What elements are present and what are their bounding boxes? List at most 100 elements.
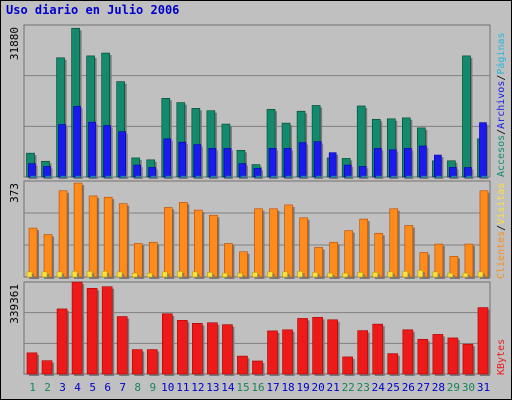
bar-paginas-30-shadow (468, 178, 474, 179)
bar-kbytes-21 (327, 319, 338, 375)
legend-accesos-archivos-paginas-part-2: Archivos (496, 81, 507, 129)
bar-paginas-4 (75, 175, 81, 178)
bar-kbytes-22 (342, 356, 353, 375)
bar-clientes-17 (269, 208, 278, 278)
bar-visitas-9 (146, 272, 153, 278)
bar-clientes-11 (179, 202, 188, 278)
bar-kbytes-28 (432, 334, 444, 375)
bar-archivos-17 (268, 148, 277, 178)
bar-archivos-2 (43, 166, 51, 178)
bar-paginas-24-shadow (378, 178, 384, 179)
bar-paginas-31 (481, 175, 487, 178)
bar-paginas-23-shadow (363, 178, 369, 179)
bar-clientes-19 (299, 217, 308, 278)
bar-archivos-5 (88, 121, 96, 178)
bar-kbytes-6 (101, 286, 113, 375)
bar-visitas-27 (417, 270, 424, 278)
bar-visitas-22 (342, 272, 348, 278)
day-label-30: 30 (462, 381, 475, 394)
bar-paginas-14-shadow (227, 178, 233, 179)
day-label-6: 6 (104, 381, 111, 394)
bar-clientes-6 (103, 196, 113, 278)
legend-clientes-visitas-part-1: / (496, 225, 507, 231)
bar-visitas-21 (327, 272, 333, 278)
bar-paginas-14 (225, 175, 232, 178)
bar-paginas-26-shadow (408, 178, 414, 179)
bar-archivos-20 (313, 141, 322, 178)
bar-archivos-26 (404, 148, 412, 178)
day-label-10: 10 (161, 381, 174, 394)
bar-paginas-5-shadow (92, 178, 98, 179)
bar-kbytes-23 (357, 330, 369, 375)
bar-paginas-23 (360, 175, 367, 178)
legend-accesos-archivos-paginas: Accesos/Archivos/Páginas (495, 32, 507, 177)
bar-visitas-25 (387, 271, 394, 278)
bar-kbytes-16 (252, 360, 263, 375)
bar-visitas-20 (312, 272, 318, 278)
bar-clientes-13 (209, 214, 218, 278)
bar-archivos-7 (118, 131, 126, 178)
bar-paginas-18-shadow (288, 178, 294, 179)
bar-clientes-4 (73, 182, 83, 278)
bar-paginas-9-shadow (152, 178, 158, 179)
bar-clientes-7 (118, 203, 128, 278)
bar-archivos-15 (238, 163, 247, 178)
bar-kbytes-30 (462, 343, 474, 375)
bar-archivos-4 (73, 106, 81, 178)
ymax-label-accesos-archivos-paginas: 31880 (8, 27, 21, 60)
bar-paginas-20-shadow (318, 178, 324, 179)
bar-paginas-19-shadow (303, 178, 309, 179)
bar-clientes-2 (43, 234, 53, 278)
bar-visitas-17 (267, 271, 273, 278)
bar-clientes-26 (404, 225, 414, 278)
legend-clientes-visitas-part-2: Visitas (496, 183, 507, 225)
bar-kbytes-31 (477, 307, 489, 375)
bar-paginas-21 (330, 175, 337, 178)
bar-kbytes-5 (86, 288, 98, 375)
bar-kbytes-2 (41, 360, 53, 375)
bar-paginas-25-shadow (393, 178, 399, 179)
day-label-16: 16 (251, 381, 264, 394)
bar-kbytes-27 (417, 338, 429, 375)
day-label-14: 14 (221, 381, 235, 394)
bar-visitas-8 (131, 272, 138, 278)
bar-paginas-6-shadow (107, 178, 113, 179)
bar-archivos-27 (419, 145, 427, 178)
bar-kbytes-9 (146, 349, 158, 375)
bar-clientes-23 (359, 218, 369, 278)
bar-accesos-30 (462, 55, 471, 178)
bar-visitas-18 (282, 271, 288, 278)
bar-kbytes-4 (71, 281, 83, 375)
day-label-29: 29 (447, 381, 460, 394)
bar-archivos-10 (163, 138, 172, 178)
bar-visitas-5 (86, 271, 93, 278)
bar-kbytes-20 (312, 317, 323, 375)
bar-visitas-7 (116, 271, 123, 278)
bar-archivos-6 (103, 125, 111, 178)
bar-archivos-28 (434, 154, 442, 178)
bar-paginas-31-shadow (483, 178, 489, 179)
bar-paginas-15-shadow (242, 178, 248, 179)
bar-paginas-19 (300, 175, 307, 178)
bar-paginas-26 (406, 175, 412, 178)
bar-archivos-9 (148, 167, 157, 178)
bar-clientes-18 (284, 204, 293, 278)
bar-paginas-16-shadow (257, 178, 263, 179)
bar-kbytes-25 (387, 353, 399, 375)
bar-kbytes-12 (192, 323, 203, 375)
day-label-9: 9 (149, 381, 156, 394)
bar-kbytes-7 (116, 316, 128, 375)
bar-kbytes-18 (282, 329, 293, 375)
bar-clientes-30 (464, 243, 474, 278)
bar-paginas-20 (315, 175, 322, 178)
day-label-31: 31 (477, 381, 490, 394)
bar-paginas-29-shadow (453, 178, 459, 179)
bar-clientes-25 (389, 208, 399, 278)
bar-archivos-12 (193, 144, 202, 178)
bar-archivos-24 (373, 148, 382, 178)
bar-paginas-12-shadow (197, 178, 203, 179)
day-label-4: 4 (74, 381, 81, 394)
day-label-2: 2 (44, 381, 51, 394)
bar-kbytes-8 (131, 349, 143, 375)
